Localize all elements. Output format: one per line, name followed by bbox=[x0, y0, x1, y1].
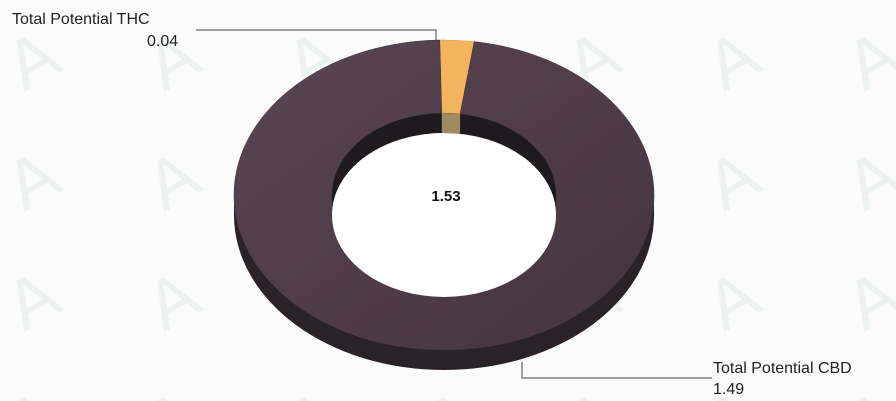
donut-center-total: 1.53 bbox=[431, 188, 460, 205]
slice-thc-inner-wall bbox=[441, 113, 461, 134]
thc-leader-line bbox=[196, 29, 437, 42]
donut-hole bbox=[332, 133, 556, 297]
thc-label-name: Total Potential THC bbox=[12, 11, 150, 28]
donut-inner-wall bbox=[332, 113, 556, 215]
cbd-label-value: 1.49 bbox=[713, 381, 744, 398]
cbd-leader-line bbox=[521, 362, 712, 379]
donut-group bbox=[233, 39, 655, 370]
cbd-label-name: Total Potential CBD bbox=[713, 360, 852, 377]
thc-label-value: 0.04 bbox=[147, 33, 178, 50]
